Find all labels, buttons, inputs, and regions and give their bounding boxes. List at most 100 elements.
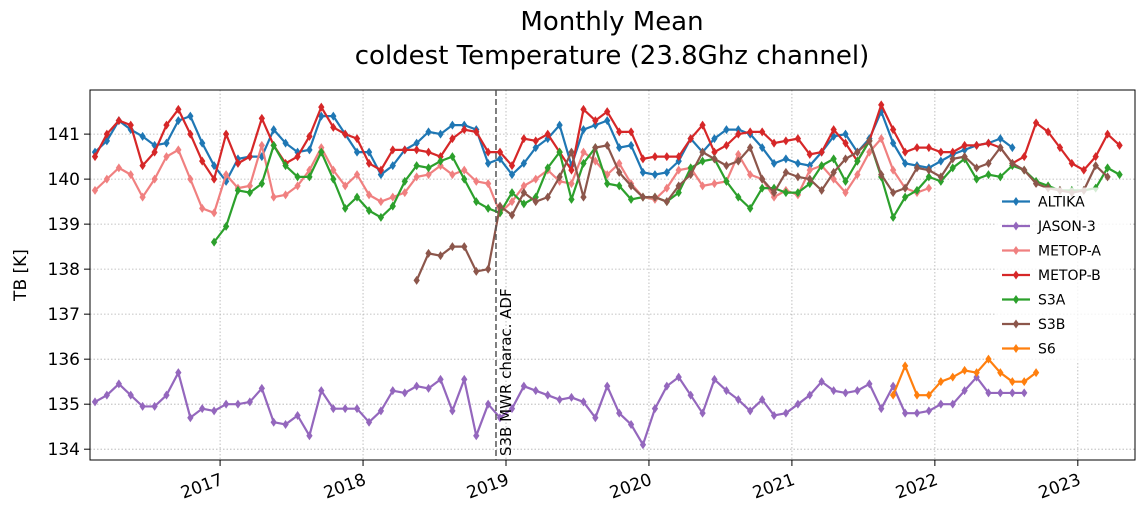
chart-title: Monthly Mean	[520, 7, 703, 37]
series-marker	[687, 390, 694, 400]
series-marker	[163, 390, 170, 400]
series-marker	[770, 410, 778, 420]
series-marker	[532, 386, 539, 396]
series-marker	[270, 417, 277, 427]
series-marker	[889, 165, 897, 175]
series-marker	[103, 129, 111, 139]
series-marker	[330, 122, 337, 132]
series-marker	[747, 203, 754, 213]
series-marker	[949, 163, 956, 173]
series-marker	[842, 138, 849, 148]
series-marker	[377, 197, 385, 207]
series-marker	[806, 390, 813, 400]
series-marker	[282, 161, 289, 171]
series-marker	[1092, 161, 1099, 171]
series-marker	[735, 156, 742, 166]
series-marker	[210, 161, 218, 171]
y-tick-label: 140	[48, 170, 80, 190]
series-marker	[306, 131, 313, 141]
series-marker	[425, 163, 432, 173]
series-marker	[282, 138, 289, 148]
series-marker	[735, 129, 742, 139]
series-marker	[759, 174, 766, 184]
series-marker	[675, 165, 682, 175]
series-marker	[985, 138, 992, 148]
series-marker	[520, 381, 528, 391]
series-marker	[901, 183, 909, 193]
series-marker	[473, 197, 480, 207]
series-marker	[949, 399, 956, 409]
series-marker	[925, 183, 933, 193]
series-marker	[580, 104, 587, 114]
series-marker	[270, 192, 277, 202]
series-marker	[461, 125, 468, 135]
series-marker	[496, 147, 504, 157]
series-marker	[616, 127, 623, 137]
series-marker	[496, 413, 504, 423]
series-marker	[639, 440, 647, 450]
series-marker	[210, 406, 218, 416]
series-marker	[484, 399, 492, 409]
series-marker	[175, 116, 182, 126]
legend-swatch-marker	[1012, 344, 1020, 353]
series-marker	[949, 147, 956, 157]
series-marker	[913, 185, 921, 195]
series-marker	[1032, 179, 1040, 189]
series-marker	[747, 127, 754, 137]
series-marker	[318, 102, 325, 112]
legend-label: ALTIKA	[1038, 195, 1085, 211]
series-marker	[1092, 152, 1099, 162]
x-tick-label: 2020	[607, 470, 654, 504]
series-marker	[818, 147, 825, 157]
series-marker	[711, 374, 718, 384]
series-marker	[103, 136, 111, 146]
series-marker	[556, 395, 563, 405]
series-marker	[151, 401, 158, 411]
series-marker	[389, 145, 396, 155]
series-marker	[675, 181, 682, 191]
series-marker	[699, 120, 706, 130]
series-marker	[568, 194, 575, 204]
series-marker	[854, 156, 861, 166]
series-marker	[842, 154, 849, 164]
series-marker	[556, 147, 563, 157]
series-marker	[187, 111, 194, 121]
series-marker	[937, 176, 945, 186]
series-marker	[282, 419, 289, 429]
series-marker	[782, 408, 790, 418]
series-marker	[759, 183, 766, 193]
series-marker	[747, 406, 754, 416]
series-marker	[759, 143, 766, 153]
series-marker	[103, 174, 111, 184]
series-marker	[377, 406, 385, 416]
series-marker	[842, 188, 849, 198]
series-marker	[639, 167, 647, 177]
series-marker	[449, 134, 456, 144]
series-marker	[961, 145, 968, 155]
series-marker	[723, 386, 730, 396]
series-marker	[199, 404, 206, 414]
series-marker	[1116, 140, 1123, 150]
series-marker	[318, 147, 325, 157]
x-tick-label: 2022	[893, 470, 940, 504]
series-marker	[365, 190, 373, 200]
series-line	[94, 369, 1025, 448]
series-marker	[651, 152, 659, 162]
y-tick-label: 137	[48, 305, 80, 325]
series-marker	[437, 129, 444, 139]
series-marker	[711, 179, 718, 189]
series-marker	[639, 192, 647, 202]
series-marker	[913, 390, 921, 400]
series-marker	[949, 372, 956, 382]
series-marker	[413, 275, 420, 285]
series-marker	[663, 152, 670, 162]
series-marker	[937, 147, 945, 157]
series-marker	[401, 188, 408, 198]
x-tick-label: 2023	[1036, 470, 1083, 504]
series-marker	[484, 147, 492, 157]
series-marker	[937, 156, 945, 166]
series-marker	[353, 170, 361, 180]
series-marker	[234, 399, 242, 409]
series-marker	[878, 134, 885, 144]
